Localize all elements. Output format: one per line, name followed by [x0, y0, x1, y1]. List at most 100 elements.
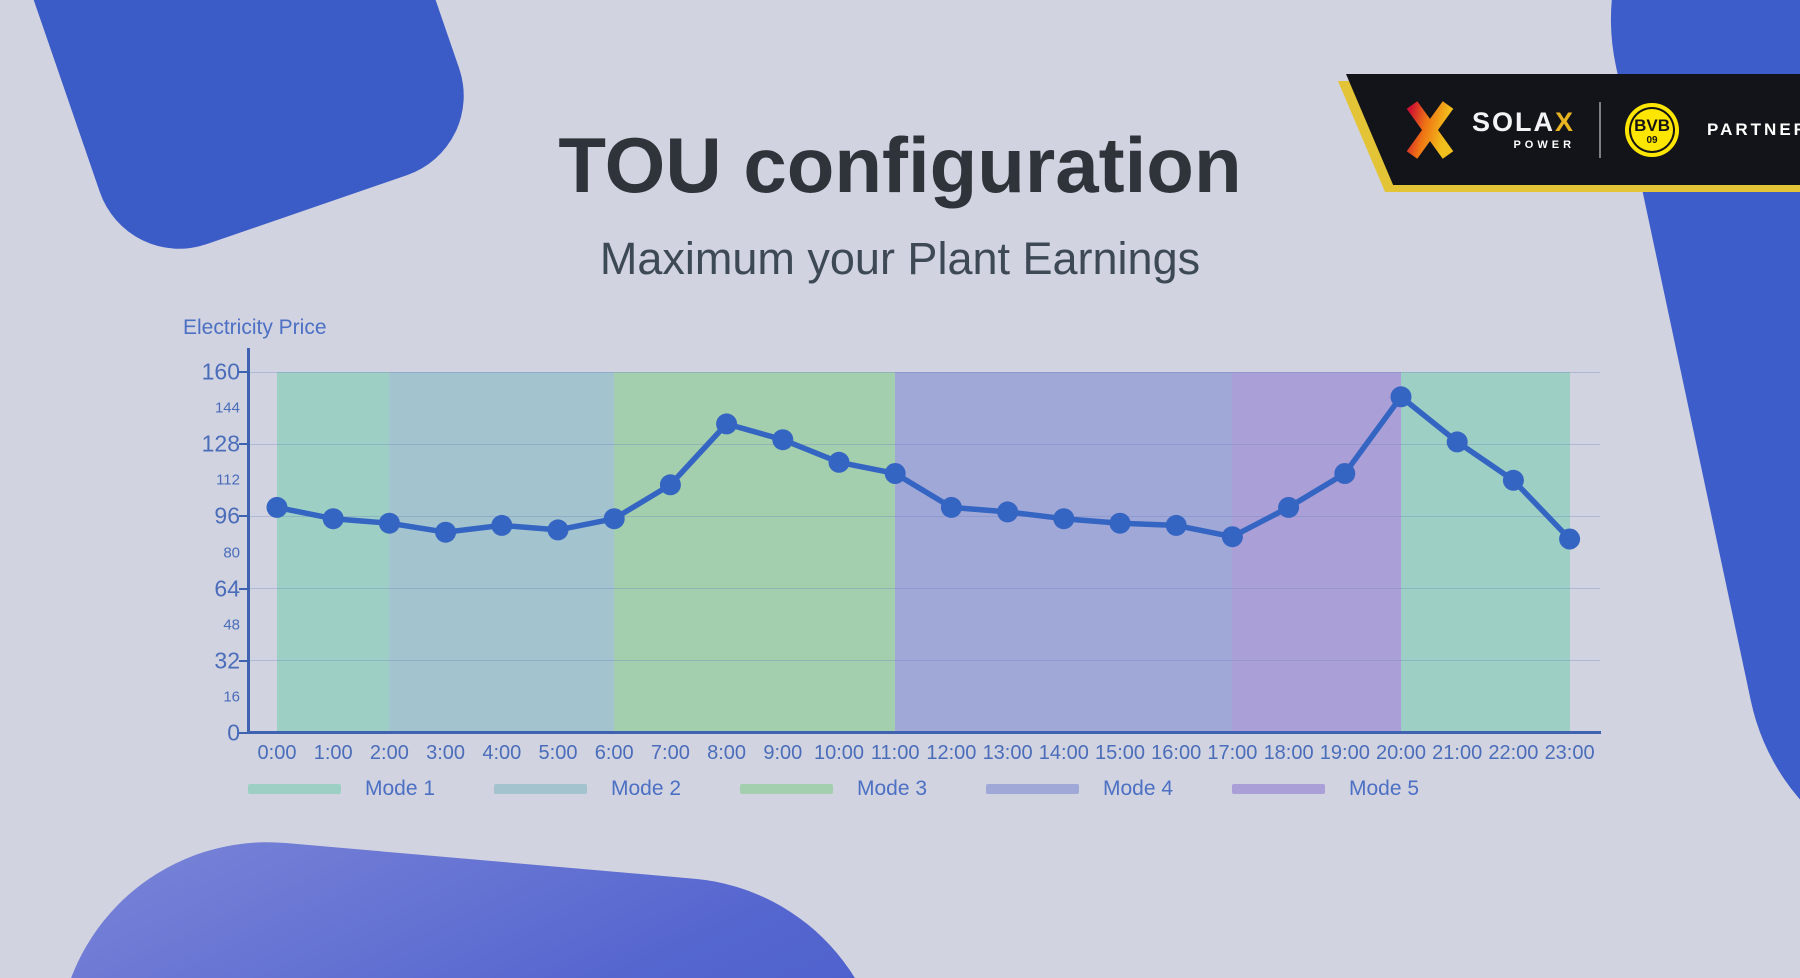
data-point-marker [1053, 508, 1075, 530]
legend-swatch [740, 784, 833, 794]
data-point-marker [1390, 386, 1412, 408]
banner-divider [1599, 101, 1602, 158]
data-point-marker [1278, 496, 1300, 518]
x-tick-label: 16:00 [1151, 742, 1202, 764]
chart-legend: Mode 1 Mode 2 Mode 3 Mode 4 Mode 5 [248, 777, 1478, 801]
x-tick-label: 5:00 [538, 742, 578, 764]
plot-area [250, 371, 1600, 733]
y-tick-label: 96 [214, 502, 240, 529]
data-point-marker [1446, 431, 1468, 453]
data-point-marker [1334, 463, 1356, 484]
decor-blob-bottom-left [36, 824, 904, 978]
gridline [250, 660, 1600, 662]
x-tick-label: 22:00 [1488, 742, 1539, 764]
legend-item-mode-5: Mode 5 [1232, 777, 1478, 801]
legend-item-mode-2: Mode 2 [494, 777, 740, 801]
y-tick-label: 112 [216, 471, 240, 489]
bvb-number: 09 [1646, 135, 1658, 146]
legend-swatch [494, 784, 587, 794]
data-point-marker [659, 474, 681, 496]
data-point-marker [322, 508, 344, 530]
x-tick-label: 6:00 [594, 742, 634, 764]
gridline [250, 588, 1600, 590]
page-title: TOU configuration [558, 121, 1242, 209]
x-tick-label: 8:00 [707, 742, 747, 764]
x-tick-label: 18:00 [1263, 742, 1314, 764]
x-tick-label: 10:00 [813, 742, 865, 764]
solax-wordmark: SOLAX POWER [1472, 106, 1576, 151]
legend-label: Mode 4 [1103, 777, 1174, 800]
y-axis-line [247, 348, 250, 734]
x-tick-label: 11:00 [870, 742, 920, 764]
x-tick-label: 4:00 [482, 742, 522, 764]
mode-band-mode-1 [277, 372, 390, 733]
bvb-initials: BVB [1634, 116, 1670, 135]
legend-item-mode-1: Mode 1 [248, 777, 494, 801]
x-tick-label: 13:00 [982, 742, 1033, 764]
x-tick-label: 19:00 [1319, 742, 1370, 764]
legend-label: Mode 2 [611, 777, 682, 800]
data-point-marker [491, 514, 513, 536]
data-point-marker [884, 463, 906, 484]
bvb-badge-icon: BVB 09 [1625, 102, 1680, 157]
data-point-marker [1221, 526, 1243, 548]
x-tick-label: 7:00 [650, 742, 690, 764]
data-point-marker [603, 508, 625, 530]
brand-text: SOLA [1472, 106, 1556, 137]
legend-item-mode-3: Mode 3 [740, 777, 986, 801]
y-tick-label: 0 [227, 719, 240, 746]
data-point-marker [547, 519, 569, 541]
x-tick-label: 2:00 [369, 742, 409, 764]
solax-x-logo-icon [1406, 100, 1454, 159]
data-point-marker [266, 496, 288, 518]
y-tick-label: 144 [214, 399, 240, 417]
legend-swatch [248, 784, 341, 794]
price-line [274, 394, 1573, 542]
data-point-marker [1559, 528, 1581, 550]
mode-band-mode-4 [895, 372, 1233, 733]
data-point-marker [772, 429, 794, 451]
y-tick-label: 80 [223, 544, 240, 561]
mode-band-mode-1 [1401, 372, 1570, 733]
legend-label: Mode 3 [857, 777, 928, 800]
x-tick-label: 0:00 [257, 742, 297, 764]
page-subtitle: Maximum your Plant Earnings [599, 233, 1201, 284]
x-tick-label: 9:00 [763, 742, 803, 764]
x-tick-label: 12:00 [926, 742, 977, 764]
x-tick-label: 20:00 [1375, 742, 1427, 764]
mode-band-mode-2 [389, 372, 615, 733]
y-tick-label: 160 [201, 358, 240, 385]
x-tick-label: 14:00 [1038, 742, 1089, 764]
x-tick-label: 17:00 [1207, 742, 1258, 764]
banner-content: SOLAX POWER BVB 09 PARTNER [1346, 74, 1800, 185]
data-point-marker [997, 501, 1019, 523]
x-tick-label: 3:00 [426, 742, 466, 764]
gridline [250, 371, 1600, 373]
brand-name: SOLAX [1472, 106, 1576, 137]
y-tick-label: 128 [201, 430, 240, 457]
gridline [250, 443, 1600, 445]
y-tick-label: 64 [214, 575, 240, 602]
gridline [250, 515, 1600, 517]
brand-x: X [1555, 106, 1576, 137]
price-line-chart [266, 386, 1581, 550]
y-tick-label: 16 [223, 688, 240, 706]
data-point-marker [716, 413, 738, 435]
legend-item-mode-4: Mode 4 [986, 777, 1232, 801]
y-tick-label: 48 [223, 616, 240, 634]
x-axis-line [247, 731, 1601, 734]
data-point-marker [1502, 469, 1524, 491]
legend-label: Mode 5 [1349, 777, 1420, 800]
data-point-marker [435, 521, 457, 543]
legend-label: Mode 1 [365, 777, 436, 800]
data-point-marker [1165, 514, 1187, 536]
partner-banner: SOLAX POWER BVB 09 PARTNER [1337, 74, 1800, 192]
legend-swatch [1232, 784, 1325, 794]
x-tick-label: 21:00 [1432, 742, 1483, 764]
y-axis-title: Electricity Price [183, 316, 327, 339]
brand-sub-text: POWER [1513, 138, 1576, 151]
data-point-marker [1109, 512, 1131, 534]
header: TOU configuration Maximum your Plant Ear… [0, 120, 1800, 285]
x-tick-label: 1:00 [313, 742, 353, 764]
data-point-marker [378, 512, 400, 534]
